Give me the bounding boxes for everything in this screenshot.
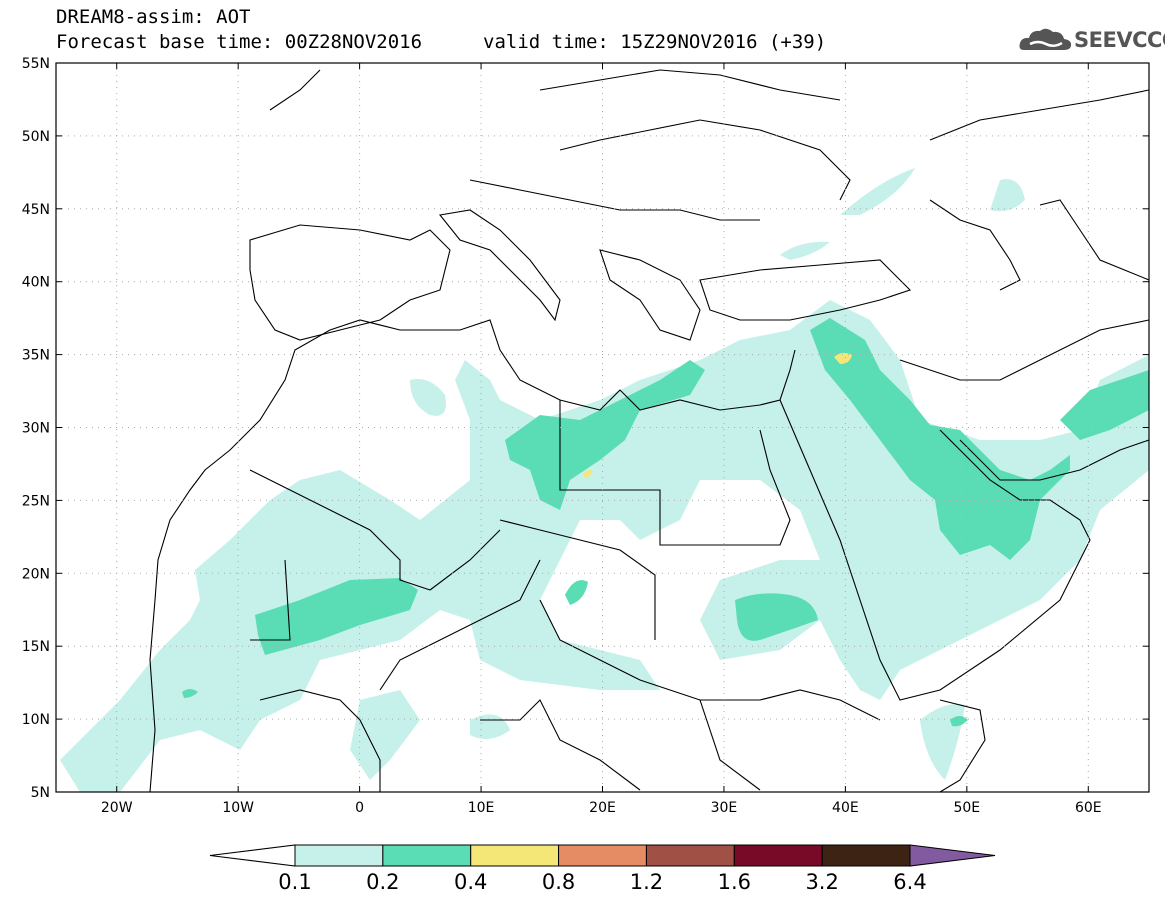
lat-tick-label: 55N [22, 56, 50, 72]
lon-tick-label: 40E [832, 800, 859, 816]
valid-time: valid time: 15Z29NOV2016 (+39) [483, 31, 827, 53]
lon-tick-label: 30E [711, 800, 738, 816]
colorbar-box [821, 844, 911, 867]
lon-tick-label: 20W [101, 800, 133, 816]
map-grid [56, 63, 1149, 792]
lon-tick-label: 60E [1075, 800, 1102, 816]
lat-tick-label: 35N [22, 348, 50, 364]
coastlines-borders [149, 69, 1149, 792]
colorbar-level-label: 0.2 [366, 870, 400, 894]
lat-tick-label: 50N [22, 129, 50, 145]
lat-tick-label: 45N [22, 202, 50, 218]
colorbar-level-label: 6.4 [893, 870, 927, 894]
lon-tick-label: 10W [222, 800, 254, 816]
colorbar-box [382, 844, 472, 867]
lat-tick-label: 15N [22, 639, 50, 655]
lon-tick-label: 50E [953, 800, 980, 816]
colorbar-box [470, 844, 560, 867]
colorbar-box [558, 844, 647, 867]
colorbar-min-arrow [209, 844, 296, 867]
colorbar [209, 844, 996, 867]
colorbar-level-label: 0.8 [541, 870, 576, 894]
colorbar-max-arrow [909, 844, 996, 867]
lat-tick-label: 5N [31, 785, 50, 801]
aot-level-0.4-areas [583, 352, 852, 478]
lat-tick-label: 30N [22, 421, 50, 437]
colorbar-level-label: 0.1 [278, 870, 312, 894]
seevccc-cloud-logo-icon [1019, 28, 1072, 50]
colorbar-box [733, 844, 823, 867]
colorbar-level-label: 3.2 [805, 870, 839, 894]
lat-tick-label: 25N [22, 493, 50, 509]
aot-level-0.2-areas [182, 318, 1149, 727]
map-title: DREAM8-assim: AOT [56, 6, 251, 28]
colorbar-box [645, 844, 735, 867]
forecast-base-time: Forecast base time: 00Z28NOV2016 [56, 31, 423, 53]
lon-tick-label: 0 [355, 800, 364, 816]
lat-tick-label: 20N [22, 566, 50, 582]
lat-tick-label: 40N [22, 275, 50, 291]
logo-text: SEEVCCC [1074, 28, 1165, 52]
colorbar-level-label: 1.2 [629, 870, 664, 894]
colorbar-box [294, 844, 384, 867]
lon-tick-label: 10E [468, 800, 495, 816]
lat-tick-label: 10N [22, 712, 50, 728]
colorbar-level-label: 0.4 [454, 870, 488, 894]
colorbar-level-label: 1.6 [717, 870, 751, 894]
lon-tick-label: 20E [589, 800, 616, 816]
